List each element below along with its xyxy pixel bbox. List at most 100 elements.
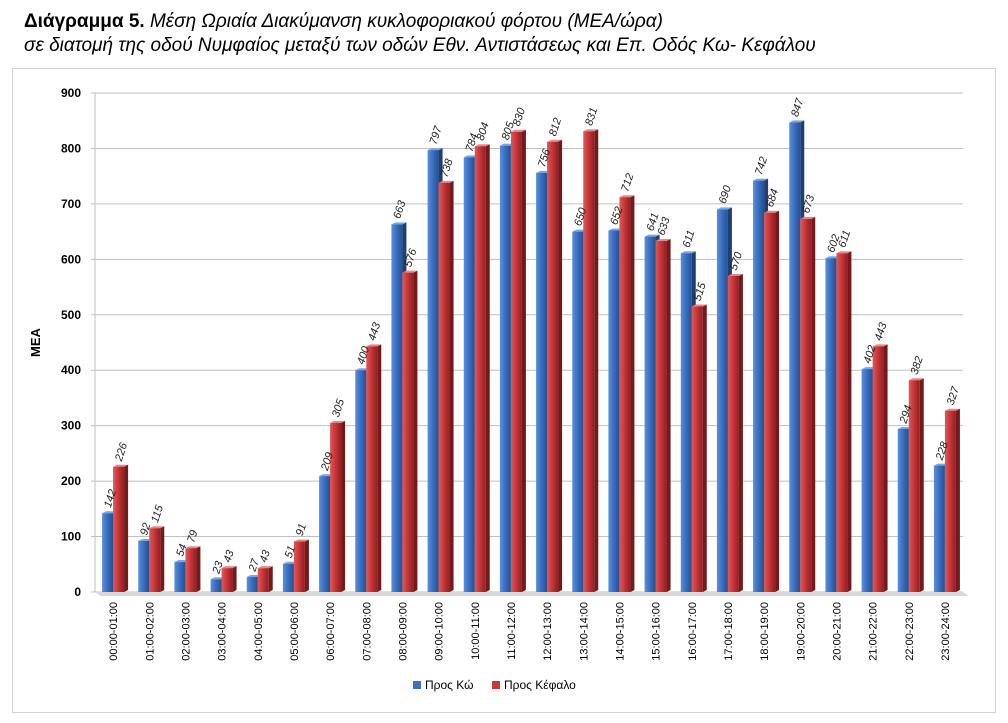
data-label: 804 bbox=[475, 121, 492, 142]
data-label: 831 bbox=[583, 106, 600, 127]
data-label: 684 bbox=[764, 188, 781, 209]
bar-front bbox=[727, 275, 739, 592]
bar-top bbox=[221, 566, 237, 569]
data-label: 115 bbox=[149, 503, 166, 524]
data-label: 611 bbox=[836, 229, 853, 249]
y-tick-label: 900 bbox=[61, 86, 81, 100]
bar-top bbox=[366, 344, 382, 347]
data-label: 784 bbox=[464, 132, 481, 153]
bar-side bbox=[160, 526, 165, 592]
data-label: 79 bbox=[185, 529, 200, 544]
y-axis-label: ΜΕΑ bbox=[28, 327, 43, 357]
bar bbox=[836, 251, 852, 593]
data-label: 690 bbox=[717, 183, 734, 205]
bar-side bbox=[919, 378, 924, 592]
chart-floor bbox=[95, 592, 969, 596]
bar-top bbox=[836, 251, 852, 254]
bar bbox=[583, 129, 599, 593]
bar-top bbox=[800, 216, 816, 219]
x-tick-label: 20:00-21:00 bbox=[831, 602, 843, 661]
bar bbox=[113, 464, 129, 592]
bar-top bbox=[789, 120, 805, 123]
data-label: 742 bbox=[753, 155, 770, 176]
legend-swatch bbox=[413, 681, 421, 689]
bar-front bbox=[680, 253, 692, 593]
bar-front bbox=[282, 563, 294, 592]
bar-side bbox=[232, 566, 237, 592]
x-tick-label: 08:00-09:00 bbox=[397, 602, 409, 661]
bar-front bbox=[102, 513, 114, 592]
x-tick-label: 02:00-03:00 bbox=[180, 602, 192, 661]
bar-front bbox=[753, 180, 765, 592]
bar-front bbox=[330, 422, 342, 592]
y-tick-label: 800 bbox=[61, 141, 81, 155]
bar-front bbox=[655, 241, 667, 592]
bar-front bbox=[257, 568, 269, 592]
data-label: 805 bbox=[500, 120, 517, 142]
data-label: 54 bbox=[174, 543, 189, 558]
bar bbox=[149, 526, 165, 592]
y-tick-label: 0 bbox=[74, 585, 81, 599]
bar-top bbox=[764, 210, 780, 213]
bar-top bbox=[547, 139, 563, 142]
bar-front bbox=[789, 122, 801, 592]
bar-front bbox=[438, 182, 450, 592]
bar-front bbox=[872, 346, 884, 592]
bar-top bbox=[438, 180, 454, 183]
bar-top bbox=[753, 178, 769, 181]
bar bbox=[727, 273, 743, 592]
bar bbox=[872, 344, 888, 592]
bar bbox=[330, 420, 346, 592]
x-tick-label: 01:00-02:00 bbox=[144, 602, 156, 661]
bar-front bbox=[319, 476, 331, 592]
bar-front bbox=[861, 369, 873, 592]
bar-top bbox=[402, 270, 418, 273]
data-label: 142 bbox=[102, 488, 119, 509]
data-label: 400 bbox=[355, 344, 372, 366]
bar-front bbox=[138, 540, 150, 592]
x-tick-label: 11:00-12:00 bbox=[506, 602, 518, 660]
bar bbox=[547, 139, 563, 592]
bar-top bbox=[872, 344, 888, 347]
x-tick-label: 04:00-05:00 bbox=[253, 602, 265, 661]
x-tick-label: 21:00-22:00 bbox=[868, 602, 880, 661]
bar bbox=[655, 239, 671, 592]
x-tick-label: 03:00-04:00 bbox=[217, 602, 229, 661]
bar-top bbox=[113, 464, 129, 467]
y-tick-label: 700 bbox=[61, 197, 81, 211]
bar-side bbox=[883, 344, 888, 592]
y-tick-label: 500 bbox=[61, 308, 81, 322]
x-tick-label: 12:00-13:00 bbox=[542, 602, 554, 661]
bar-chart: 0 100 200 300 400 500 600 700 800 900 ΜΕΑ 142 226 92… bbox=[28, 86, 969, 692]
bar bbox=[438, 180, 454, 592]
data-label: 327 bbox=[945, 385, 962, 407]
legend-item: Προς Κώ bbox=[413, 678, 474, 692]
bar-front bbox=[221, 568, 233, 592]
bar-front bbox=[210, 579, 222, 592]
y-tick-label: 400 bbox=[61, 363, 81, 377]
legend: Προς Κώ Προς Κέφαλο bbox=[413, 678, 576, 692]
bar-side bbox=[124, 464, 129, 592]
x-tick-label: 00:00-01:00 bbox=[108, 602, 120, 661]
bars bbox=[102, 120, 960, 593]
bar bbox=[691, 304, 707, 592]
legend-label: Προς Κώ bbox=[425, 678, 474, 692]
x-tick-label: 16:00-17:00 bbox=[687, 602, 699, 661]
x-tick-label: 14:00-15:00 bbox=[614, 602, 626, 661]
x-tick-label: 19:00-20:00 bbox=[795, 602, 807, 661]
title-prefix: Διάγραμμα 5. bbox=[24, 11, 145, 32]
data-label: 712 bbox=[619, 172, 636, 193]
data-label: 738 bbox=[439, 157, 456, 179]
bar-front bbox=[572, 231, 584, 592]
bar-side bbox=[304, 539, 309, 592]
bar-front bbox=[402, 272, 414, 592]
data-label: 382 bbox=[909, 355, 926, 376]
bar-top bbox=[655, 239, 671, 242]
bar bbox=[185, 546, 201, 592]
data-label: 443 bbox=[873, 320, 890, 342]
bar-top bbox=[330, 420, 346, 423]
bar-side bbox=[738, 273, 743, 592]
data-label: 209 bbox=[319, 451, 336, 473]
bar-top bbox=[680, 251, 696, 254]
